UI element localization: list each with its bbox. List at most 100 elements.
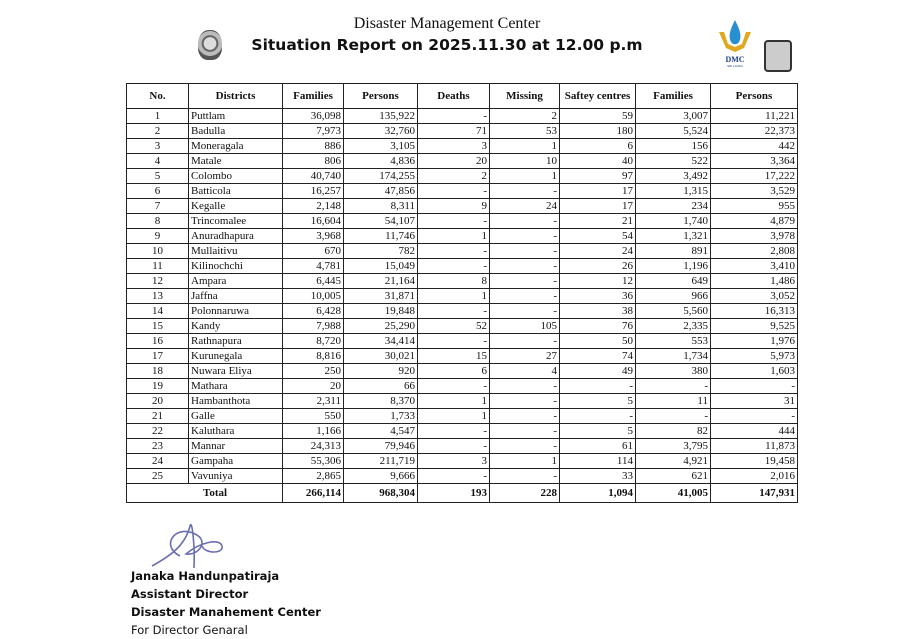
table-cell: 7,973 (282, 123, 344, 139)
row-number: 18 (126, 363, 189, 379)
table-cell: 8 (417, 273, 490, 289)
table-row: 8 Trincomalee 16,604 54,107- -21 1,740 4,879 (126, 213, 798, 229)
table-cell: 3,968 (282, 228, 344, 244)
table-row: 16 Rathnapura 8,720 34,414- -50 553 1,976 (126, 333, 798, 349)
table-cell: 38 (559, 303, 636, 319)
table-row: 11 Kilinochchi 4,781 15,049- -26 1,196 3,410 (126, 258, 798, 274)
table-cell: 22,373 (710, 123, 798, 139)
row-number: 9 (126, 228, 189, 244)
table-cell: - (635, 378, 711, 394)
table-cell: 3,529 (710, 183, 798, 199)
total-cell: 1,094 (559, 483, 636, 503)
table-cell: - (489, 288, 560, 304)
table-cell: 33 (559, 468, 636, 484)
table-cell: - (489, 333, 560, 349)
table-row: 13 Jaffna 10,005 31,871 1-36 966 3,052 (126, 288, 798, 304)
table-cell: 2,148 (282, 198, 344, 214)
column-header: Families (282, 83, 344, 109)
table-cell: 16,257 (282, 183, 344, 199)
table-cell: - (489, 213, 560, 229)
table-row: 23 Mannar 24,313 79,946- -61 3,795 11,873 (126, 438, 798, 454)
table-row: 4 Matale 806 4,836 20 10 40 522 3,364 (126, 153, 798, 169)
table-row: 22 Kaluthara 1,166 4,547- -5 82 444 (126, 423, 798, 439)
column-header: No. (126, 83, 189, 109)
table-row: 1 Puttlam 36,098 135,922-2 59 3,007 11,221 (126, 108, 798, 124)
table-row: 21 Galle 550 1,733 1- - - - (126, 408, 798, 424)
table-cell: 156 (635, 138, 711, 154)
table-cell: - (489, 438, 560, 454)
table-cell: 15,049 (343, 258, 418, 274)
row-number: 3 (126, 138, 189, 154)
table-cell: 670 (282, 243, 344, 259)
table-cell: 5 (559, 393, 636, 409)
table-cell: 1,734 (635, 348, 711, 364)
national-emblem-icon (198, 30, 222, 60)
table-cell: 5 (559, 423, 636, 439)
table-cell: 782 (343, 243, 418, 259)
table-row: 25 Vavuniya 2,865 9,666- -33 621 2,016 (126, 468, 798, 484)
table-row: 15 Kandy 7,988 25,290 52 105 76 2,335 9,525 (126, 318, 798, 334)
table-cell: 50 (559, 333, 636, 349)
table-cell: 2 (489, 108, 560, 124)
table-cell: 2,335 (635, 318, 711, 334)
row-number: 4 (126, 153, 189, 169)
table-header-row: No. Districts Families Persons Deaths Missing… (126, 83, 798, 109)
table-row: 17 Kurunegala 8,816 30,021 15 27 74 1,734 5,973 (126, 348, 798, 364)
table-cell: 15 (417, 348, 490, 364)
total-row: Total 266,114 968,304 193 228 1,094 41,005 147,… (126, 483, 798, 503)
table-cell: 17 (559, 183, 636, 199)
table-cell: - (417, 258, 490, 274)
table-cell: 11,873 (710, 438, 798, 454)
table-cell: 74 (559, 348, 636, 364)
table-cell: 76 (559, 318, 636, 334)
table-row: 6 Batticola 16,257 47,856- -17 1,315 3,529 (126, 183, 798, 199)
table-row: 9 Anuradhapura 3,968 11,746 1-54 1,321 3,978 (126, 228, 798, 244)
signature-block: Janaka Handunpatiraja Assistant Director… (131, 567, 321, 639)
total-cell: 193 (417, 483, 490, 503)
district-name: Mathara (188, 378, 283, 394)
table-cell: 79,946 (343, 438, 418, 454)
table-cell: - (417, 423, 490, 439)
table-row: 10 Mullaitivu 670 782- -24 891 2,808 (126, 243, 798, 259)
table-cell: 21 (559, 213, 636, 229)
row-number: 25 (126, 468, 189, 484)
table-cell: - (710, 378, 798, 394)
table-cell: 11,221 (710, 108, 798, 124)
table-cell: 4,921 (635, 453, 711, 469)
table-cell: 31,871 (343, 288, 418, 304)
table-cell: 380 (635, 363, 711, 379)
table-cell: 36 (559, 288, 636, 304)
total-cell: 968,304 (343, 483, 418, 503)
table-cell: 53 (489, 123, 560, 139)
table-cell: 7,988 (282, 318, 344, 334)
table-cell: 8,816 (282, 348, 344, 364)
table-cell: 40,740 (282, 168, 344, 184)
table-cell: 16,604 (282, 213, 344, 229)
table-cell: 97 (559, 168, 636, 184)
table-cell: 955 (710, 198, 798, 214)
column-header: Persons (710, 83, 798, 109)
row-number: 17 (126, 348, 189, 364)
table-cell: 621 (635, 468, 711, 484)
district-name: Gampaha (188, 453, 283, 469)
column-header: Persons (343, 83, 418, 109)
district-name: Anuradhapura (188, 228, 283, 244)
table-cell: 3,364 (710, 153, 798, 169)
district-name: Kandy (188, 318, 283, 334)
table-cell: - (489, 243, 560, 259)
table-cell: - (489, 303, 560, 319)
table-cell: 16,313 (710, 303, 798, 319)
row-number: 2 (126, 123, 189, 139)
table-cell: 24 (559, 243, 636, 259)
table-cell: 2,311 (282, 393, 344, 409)
table-cell: 20 (417, 153, 490, 169)
table-cell: - (489, 423, 560, 439)
row-number: 20 (126, 393, 189, 409)
table-cell: 3,978 (710, 228, 798, 244)
district-name: Hambanthota (188, 393, 283, 409)
table-cell: 1,196 (635, 258, 711, 274)
table-cell: 2 (417, 168, 490, 184)
district-name: Polonnaruwa (188, 303, 283, 319)
row-number: 15 (126, 318, 189, 334)
table-cell: - (559, 378, 636, 394)
